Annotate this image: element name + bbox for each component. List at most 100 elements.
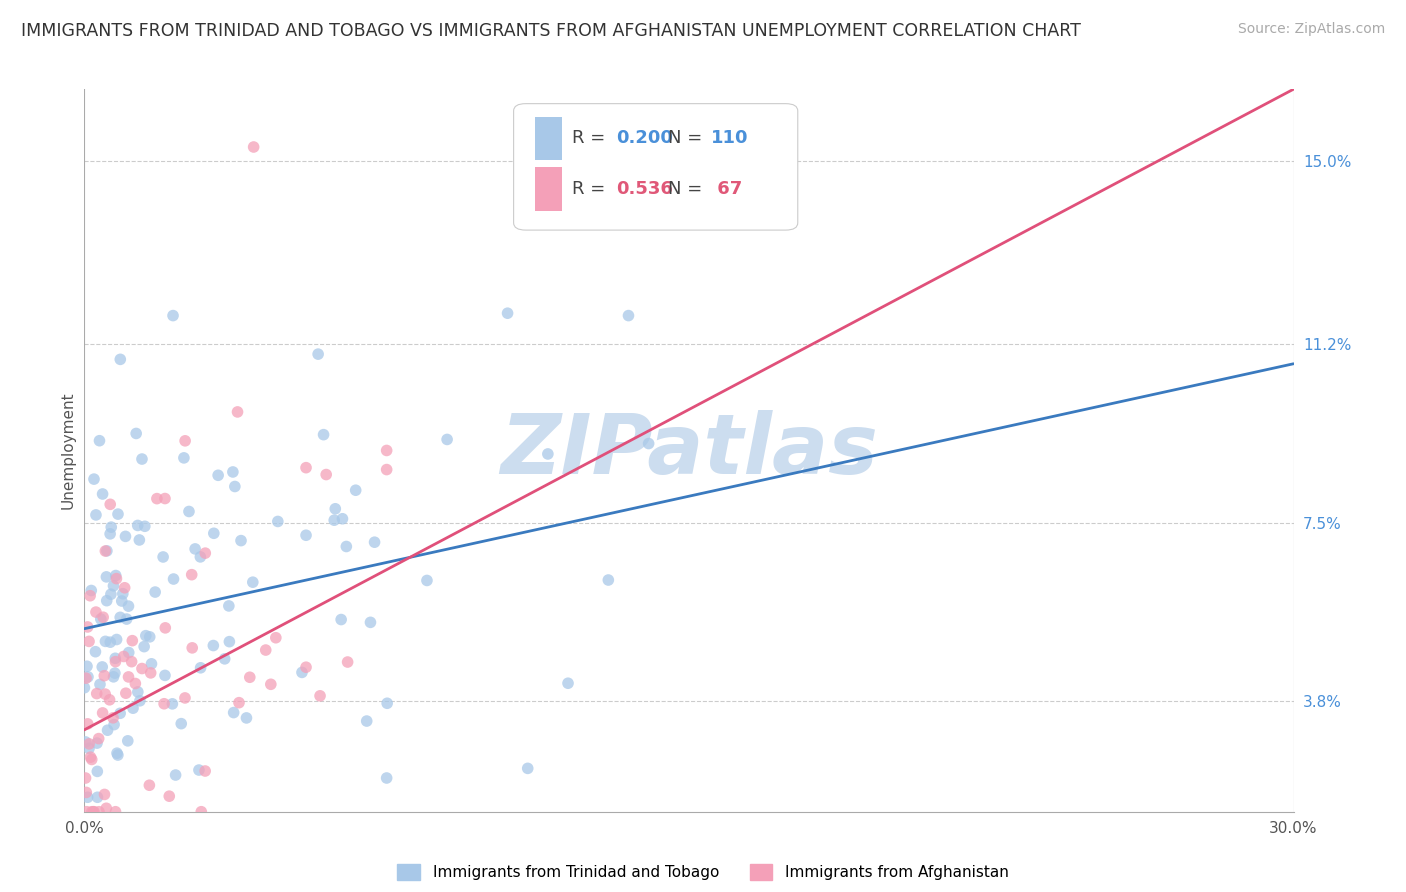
Point [336, 655, 359, 669]
Point [141, 657, 163, 671]
Point [87, 805, 110, 819]
Point [295, 528, 318, 542]
Point [96, 593, 118, 607]
Point [86, 790, 108, 805]
Text: 67: 67 [710, 180, 742, 198]
Point [226, 405, 249, 419]
Point [174, 434, 197, 448]
Point [177, 504, 200, 518]
Point [76, 717, 98, 731]
Point [115, 612, 138, 626]
Point [139, 665, 162, 680]
Point [79, 589, 101, 603]
Point [105, 632, 128, 647]
Point [190, 549, 212, 564]
Point [129, 694, 152, 708]
Point [181, 640, 204, 655]
Point [118, 646, 141, 660]
Point [128, 533, 150, 547]
Y-axis label: Unemployment: Unemployment [60, 392, 76, 509]
Point [173, 450, 195, 465]
Point [91, 610, 114, 624]
Point [617, 309, 640, 323]
Point [264, 631, 287, 645]
Point [117, 670, 139, 684]
Point [332, 512, 354, 526]
Point [98, 526, 121, 541]
Point [356, 714, 378, 728]
Point [121, 655, 143, 669]
Text: 0.200: 0.200 [616, 129, 673, 147]
Point [194, 546, 217, 560]
Point [77, 737, 100, 751]
Point [295, 460, 318, 475]
Point [75, 771, 97, 785]
FancyBboxPatch shape [536, 167, 562, 211]
Point [190, 805, 212, 819]
Point [598, 573, 620, 587]
Point [112, 649, 135, 664]
Point [330, 613, 353, 627]
Point [117, 599, 139, 614]
Point [96, 544, 118, 558]
Point [146, 491, 169, 506]
Point [77, 741, 100, 756]
Point [90, 612, 112, 626]
Point [416, 574, 439, 588]
Point [77, 670, 100, 684]
Point [135, 629, 157, 643]
Point [138, 630, 160, 644]
Point [235, 711, 257, 725]
Point [108, 706, 131, 721]
Point [76, 805, 98, 819]
Point [75, 735, 97, 749]
Point [375, 771, 398, 785]
Point [114, 529, 136, 543]
Point [436, 433, 458, 447]
Point [207, 468, 229, 483]
Point [108, 610, 131, 624]
Point [312, 427, 335, 442]
Point [101, 711, 124, 725]
Point [214, 652, 236, 666]
Point [104, 805, 127, 819]
Point [152, 549, 174, 564]
Point [222, 706, 245, 720]
Point [104, 651, 127, 665]
Point [107, 507, 129, 521]
Point [77, 634, 100, 648]
Point [323, 501, 346, 516]
Point [127, 518, 149, 533]
Point [134, 519, 156, 533]
Point [80, 752, 103, 766]
Point [153, 668, 176, 682]
Point [242, 140, 264, 154]
Point [80, 583, 103, 598]
Point [267, 515, 290, 529]
Text: N =: N = [668, 180, 709, 198]
Point [224, 479, 246, 493]
Point [93, 669, 115, 683]
Point [91, 706, 114, 720]
Point [94, 634, 117, 648]
Point [96, 570, 118, 584]
Point [307, 347, 329, 361]
Text: R =: R = [572, 180, 610, 198]
Point [83, 805, 105, 819]
Text: IMMIGRANTS FROM TRINIDAD AND TOBAGO VS IMMIGRANTS FROM AFGHANISTAN UNEMPLOYMENT : IMMIGRANTS FROM TRINIDAD AND TOBAGO VS I… [21, 22, 1081, 40]
Text: R =: R = [572, 129, 610, 147]
Point [260, 677, 283, 691]
Point [86, 687, 108, 701]
Point [117, 734, 139, 748]
Text: ZIPatlas: ZIPatlas [501, 410, 877, 491]
Point [94, 687, 117, 701]
Point [218, 599, 240, 613]
Point [134, 640, 156, 654]
Point [295, 660, 318, 674]
Point [363, 535, 385, 549]
Point [76, 659, 98, 673]
Point [157, 789, 180, 804]
Point [242, 575, 264, 590]
Point [98, 693, 121, 707]
Point [190, 661, 212, 675]
